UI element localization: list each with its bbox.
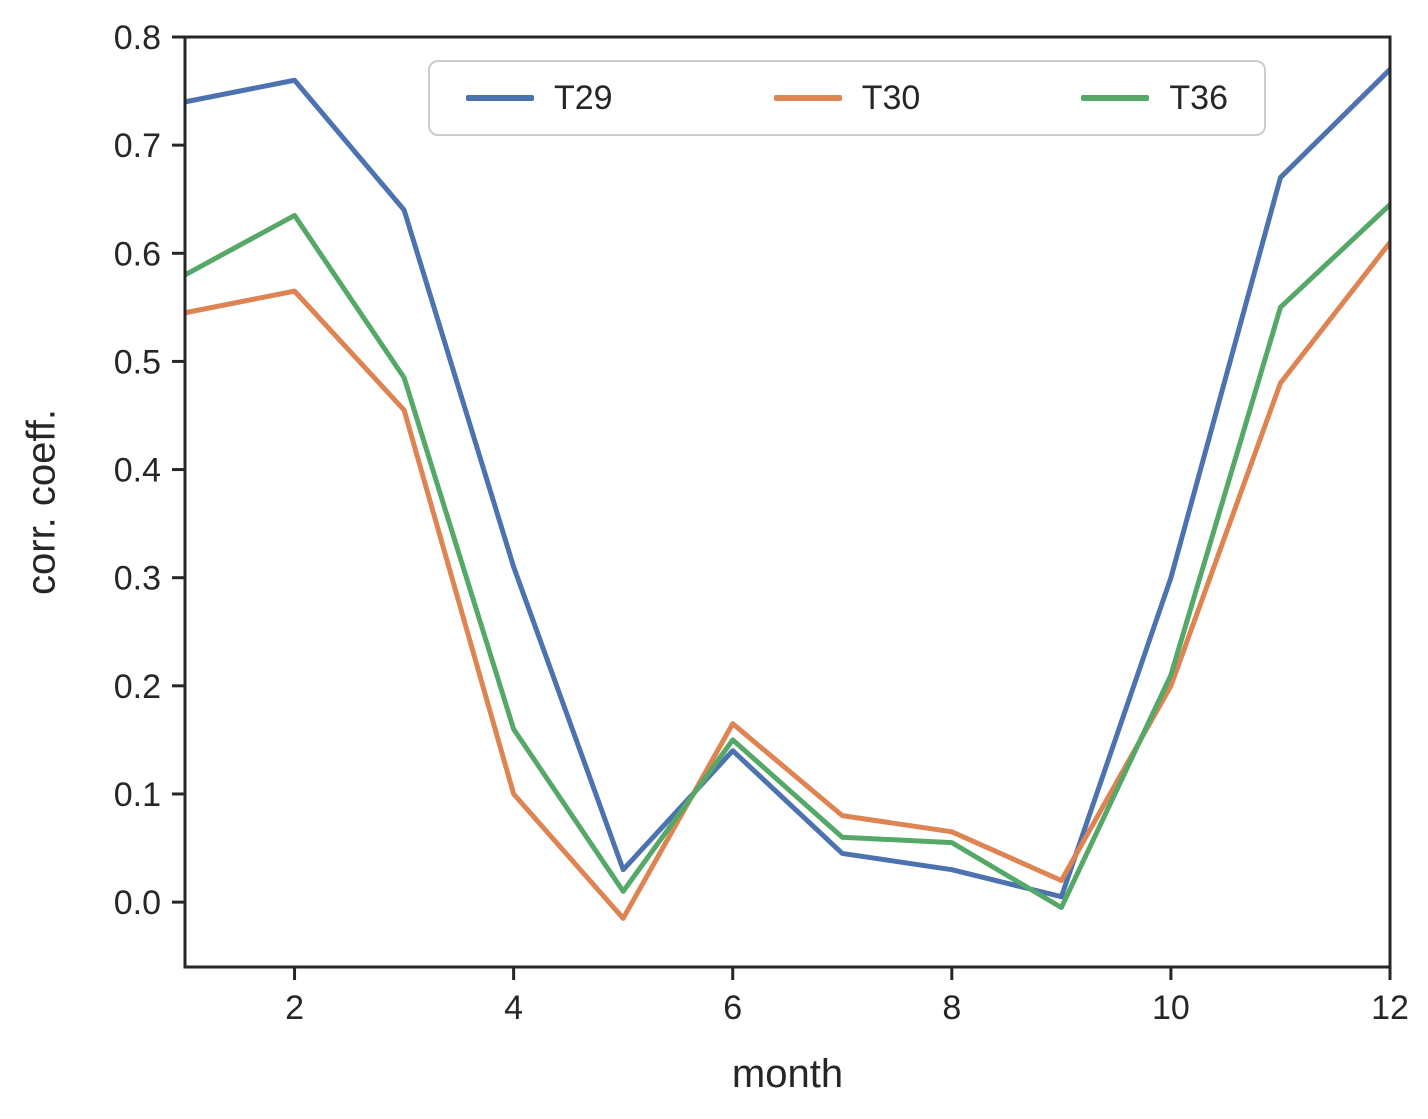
legend-line-swatch-t29 <box>466 95 534 101</box>
legend-line-swatch-t36 <box>1081 95 1150 101</box>
x-tick-label: 6 <box>723 989 742 1027</box>
series-line-t30 <box>184 240 1392 921</box>
legend-item-t36: T36 <box>1081 79 1228 118</box>
legend-label-t30: T30 <box>861 78 921 117</box>
legend-item-t30: T30 <box>773 78 921 118</box>
x-tick-label: 12 <box>1371 989 1409 1027</box>
y-tick-label: 0.5 <box>114 343 161 381</box>
y-tick-label: 0.1 <box>114 776 161 814</box>
x-tick-label: 8 <box>942 989 961 1027</box>
legend-line-swatch-t30 <box>773 95 842 101</box>
x-tick-label: 4 <box>504 989 523 1027</box>
y-tick-label: 0.0 <box>114 884 161 922</box>
y-tick-label: 0.3 <box>114 560 161 598</box>
y-tick-label: 0.6 <box>114 235 161 273</box>
series-line-t29 <box>184 67 1392 900</box>
x-tick-label: 2 <box>285 989 304 1027</box>
y-tick-label: 0.4 <box>114 452 161 490</box>
legend-item-t29: T29 <box>466 79 613 118</box>
series-line-t36 <box>183 202 1392 911</box>
legend-label-t29: T29 <box>554 78 613 117</box>
y-tick-label: 0.8 <box>114 19 161 57</box>
x-tick-label: 10 <box>1152 989 1190 1027</box>
y-tick-label: 0.2 <box>114 668 161 706</box>
x-axis-label: month <box>731 1052 844 1096</box>
axes-frame <box>183 35 1392 969</box>
y-axis-label: corr. coeff. <box>19 409 64 596</box>
legend-label-t36: T36 <box>1169 78 1228 117</box>
legend: T29 T30 T36 <box>428 60 1266 136</box>
y-tick-label: 0.7 <box>114 127 161 165</box>
